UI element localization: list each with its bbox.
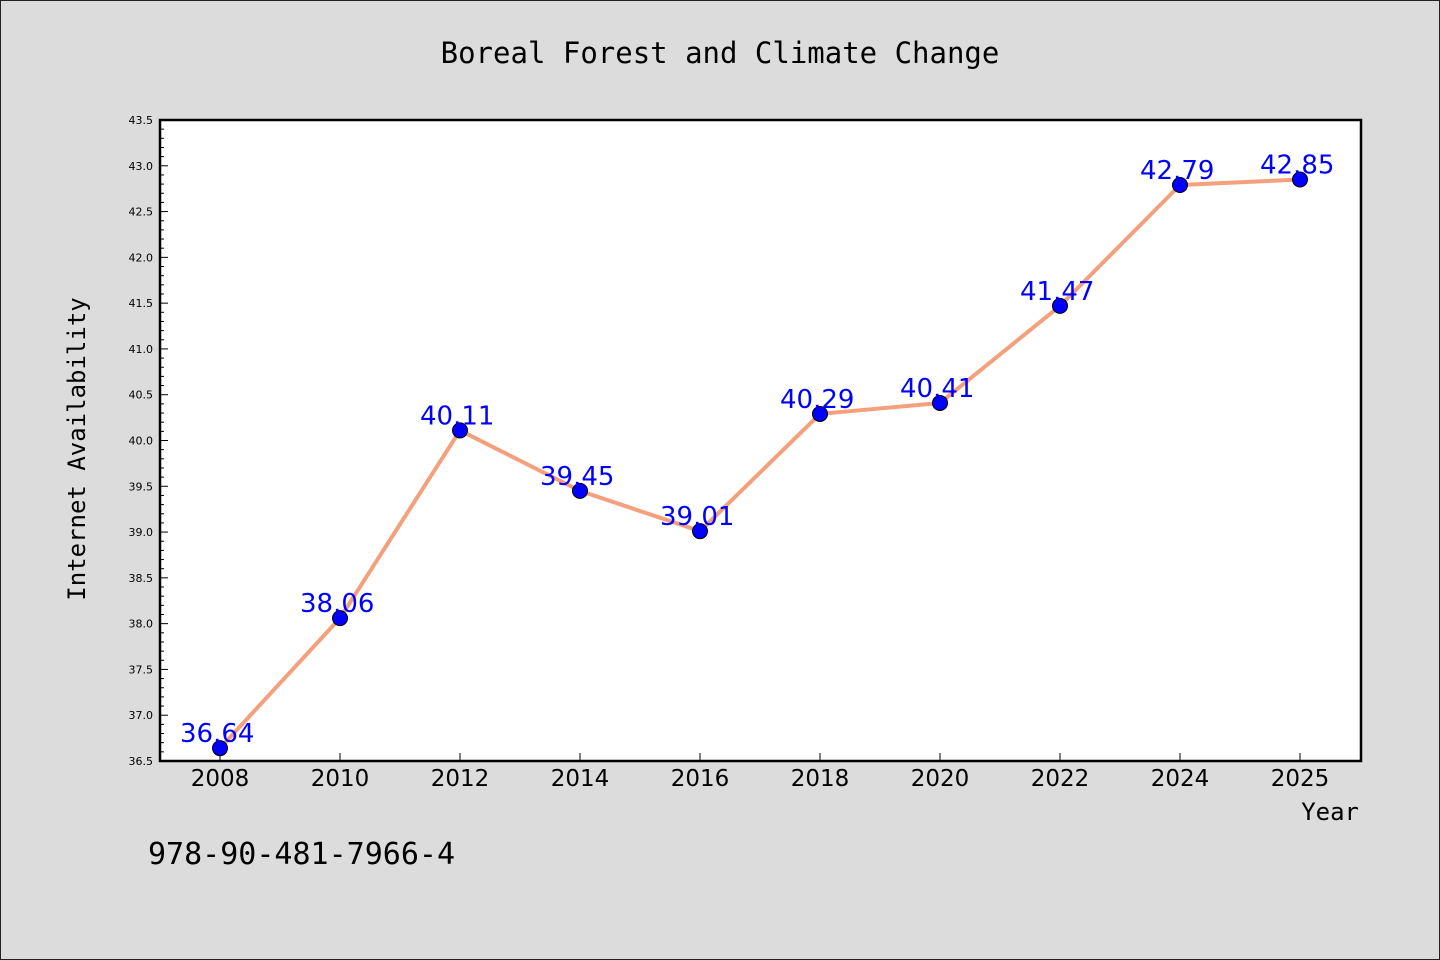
x-tick-label: 2020	[911, 766, 970, 792]
y-tick-label: 37.0	[129, 709, 154, 722]
y-tick-label: 41.5	[129, 297, 154, 310]
x-tick-label: 2010	[311, 766, 370, 792]
y-tick-label: 43.0	[129, 160, 154, 173]
y-tick-label: 41.0	[129, 343, 154, 356]
x-tick-label: 2012	[431, 766, 490, 792]
data-point	[1052, 297, 1068, 314]
data-point	[812, 405, 828, 422]
data-points	[212, 171, 1308, 757]
series-line	[218, 177, 1301, 750]
x-tick-label: 2014	[551, 766, 610, 792]
y-tick-label: 43.5	[129, 114, 154, 127]
x-tick-label: 2016	[671, 766, 730, 792]
data-label: 40.11	[420, 401, 494, 431]
x-tick-label: 2022	[1031, 766, 1090, 792]
data-label: 39.45	[540, 462, 614, 492]
data-label: 38.06	[300, 589, 374, 619]
y-tick-label: 38.0	[129, 618, 154, 631]
data-point	[1292, 171, 1308, 188]
x-axis: 2008 2010 2012 2014 2016 2018 2020 2022 2024 2025	[191, 753, 1330, 792]
data-label: 39.01	[660, 502, 734, 532]
plot-area	[158, 118, 1363, 763]
y-axis: 36.5 37.0 37.5 38.0 38.5 39.0 39.5 40.0 40.5 41.0…	[129, 114, 168, 768]
data-label: 40.41	[900, 374, 974, 404]
x-axis-label: Year	[1301, 798, 1359, 826]
x-tick-label: 2025	[1271, 766, 1330, 792]
series-polyline	[218, 177, 1301, 750]
data-point	[692, 523, 708, 540]
isbn-annotation: 978-90-481-7966-4	[148, 837, 455, 872]
data-label: 41.47	[1020, 277, 1094, 307]
y-tick-label: 39.0	[129, 526, 154, 539]
data-point	[452, 422, 468, 439]
data-labels: 36.64 38.06 40.11 39.45 39.01 40.29 40.41 41.47…	[180, 151, 1334, 750]
x-tick-label: 2008	[191, 766, 250, 792]
chart-title: Boreal Forest and Climate Change	[441, 36, 1000, 70]
x-tick-label: 2024	[1151, 766, 1210, 792]
y-tick-label: 42.0	[129, 251, 154, 264]
data-label: 42.79	[1140, 156, 1214, 186]
y-tick-label: 40.0	[129, 435, 154, 448]
data-point	[212, 740, 228, 757]
data-point	[1172, 177, 1188, 194]
x-tick-label: 2018	[791, 766, 850, 792]
data-label: 40.29	[780, 385, 854, 415]
y-tick-label: 38.5	[129, 572, 154, 585]
y-axis-label: Internet Availability	[63, 297, 91, 600]
data-label: 36.64	[180, 719, 254, 749]
data-label: 42.85	[1260, 151, 1334, 181]
y-tick-label: 37.5	[129, 663, 154, 676]
data-point	[332, 610, 348, 627]
data-point	[572, 482, 588, 499]
data-point	[932, 394, 948, 411]
y-tick-label: 42.5	[129, 206, 154, 219]
y-tick-label: 36.5	[129, 755, 154, 768]
y-tick-label: 39.5	[129, 480, 154, 493]
y-tick-label: 40.5	[129, 389, 154, 402]
